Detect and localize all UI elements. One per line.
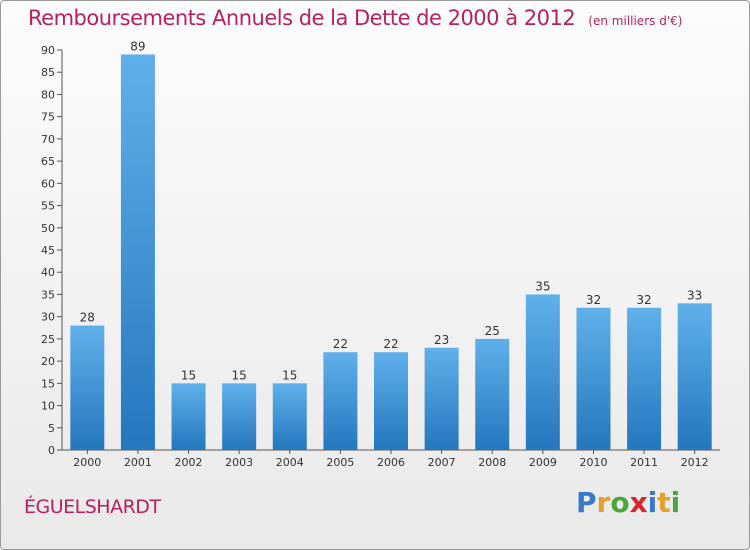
- chart-title-row: Remboursements Annuels de la Dette de 20…: [28, 6, 682, 30]
- x-tick-label: 2001: [124, 456, 152, 469]
- y-tick-label: 70: [41, 133, 55, 146]
- y-tick-label: 5: [48, 422, 55, 435]
- bar-2012: [677, 303, 712, 450]
- y-tick-label: 80: [41, 88, 55, 101]
- data-label-2006: 22: [383, 337, 398, 351]
- logo-letter: i: [647, 486, 658, 519]
- y-tick-label: 25: [41, 333, 55, 346]
- logo-letter: x: [629, 486, 648, 519]
- x-tick-label: 2010: [579, 456, 607, 469]
- x-tick-label: 2012: [681, 456, 709, 469]
- chart-title: Remboursements Annuels de la Dette de 20…: [28, 6, 576, 30]
- logo-letter: r: [596, 486, 611, 519]
- y-tick-label: 55: [41, 200, 55, 213]
- bar-2010: [576, 307, 611, 450]
- commune-name: ÉGUELSHARDT: [24, 496, 161, 518]
- y-tick-label: 0: [48, 444, 55, 457]
- y-tick-label: 10: [41, 400, 55, 413]
- bar-2008: [475, 338, 510, 450]
- logo-letter: i: [670, 486, 681, 519]
- proxiti-logo[interactable]: Proxiti: [576, 486, 680, 519]
- x-tick-label: 2000: [73, 456, 101, 469]
- bar-2000: [70, 325, 105, 450]
- y-tick-label: 35: [41, 288, 55, 301]
- data-label-2009: 35: [535, 279, 550, 293]
- bar-2006: [374, 352, 408, 450]
- data-label-2003: 15: [232, 368, 247, 382]
- bar-2001: [120, 54, 155, 450]
- bar-2004: [272, 383, 307, 450]
- x-tick-label: 2003: [225, 456, 253, 469]
- data-label-2010: 32: [586, 293, 601, 307]
- y-tick-label: 50: [41, 222, 55, 235]
- x-tick-label: 2005: [326, 456, 354, 469]
- x-tick-label: 2006: [377, 456, 405, 469]
- x-axis: 2000 2001 2002 2003 2004 2005 2006 2007 2008 2009…: [62, 449, 720, 469]
- y-tick-label: 30: [41, 311, 55, 324]
- data-label-2007: 23: [434, 333, 449, 347]
- y-tick-label: 75: [41, 111, 55, 124]
- data-label-2001: 89: [130, 39, 145, 53]
- chart-subtitle: (en milliers d'€): [588, 14, 683, 28]
- logo-letter: P: [576, 486, 597, 519]
- bar-2011: [627, 307, 662, 450]
- y-tick-label: 40: [41, 266, 55, 279]
- x-tick-label: 2002: [175, 456, 203, 469]
- data-label-2004: 15: [282, 368, 297, 382]
- y-tick-label: 60: [41, 177, 55, 190]
- bar-2009: [525, 294, 560, 450]
- bar-2007: [424, 347, 459, 450]
- data-label-2000: 28: [80, 311, 95, 325]
- data-label-2005: 22: [333, 337, 348, 351]
- bar-2003: [222, 383, 257, 450]
- x-tick-label: 2011: [630, 456, 658, 469]
- y-axis: 0 5 10 15 20 25 30 35 40 45 50 55 60 65 70 75 80 85 90: [41, 44, 63, 457]
- logo-letter: t: [657, 486, 671, 519]
- y-tick-label: 15: [41, 377, 55, 390]
- x-tick-label: 2007: [428, 456, 456, 469]
- data-label-2002: 15: [181, 368, 196, 382]
- x-tick-label: 2004: [276, 456, 304, 469]
- logo-letter: o: [610, 486, 630, 519]
- data-label-2012: 33: [687, 288, 702, 302]
- bars: [70, 54, 712, 450]
- data-labels: 28 89 15 15 15 22 22 23 25 35 32 32 33: [80, 39, 703, 382]
- x-tick-label: 2008: [478, 456, 506, 469]
- y-tick-label: 85: [41, 66, 55, 79]
- y-tick-label: 65: [41, 155, 55, 168]
- data-label-2008: 25: [485, 324, 500, 338]
- x-tick-label: 2009: [529, 456, 557, 469]
- y-tick-label: 45: [41, 244, 55, 257]
- bar-2005: [323, 352, 358, 450]
- data-label-2011: 32: [636, 293, 651, 307]
- y-tick-label: 90: [41, 44, 55, 57]
- y-tick-label: 20: [41, 355, 55, 368]
- bar-2002: [171, 383, 206, 450]
